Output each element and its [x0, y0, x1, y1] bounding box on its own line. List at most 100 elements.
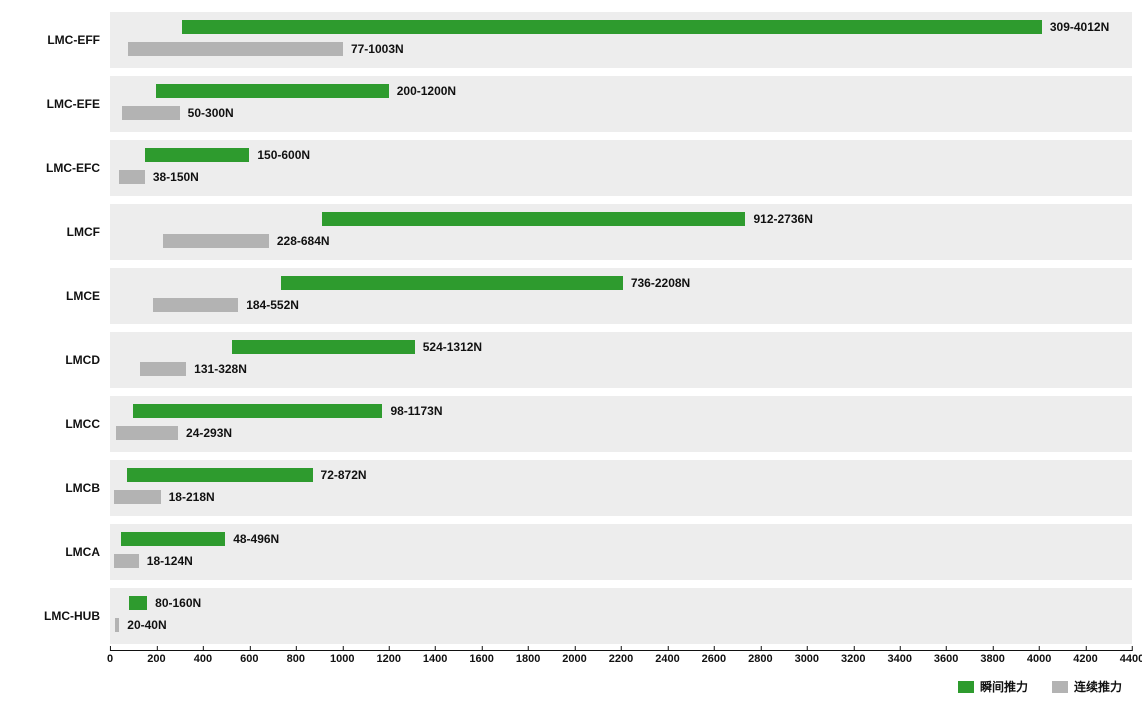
plot-area: 912-2736N 228-684N	[110, 202, 1132, 262]
plot-area: 736-2208N 184-552N	[110, 266, 1132, 326]
x-tick: 2200	[609, 651, 633, 665]
category-label: LMC-EFC	[10, 138, 110, 198]
x-tick: 4200	[1073, 651, 1097, 665]
plot-area: 80-160N 20-40N	[110, 586, 1132, 646]
category-label: LMC-HUB	[10, 586, 110, 646]
chart-row: LMC-EFC150-600N38-150N	[10, 138, 1132, 198]
peak-bar-label: 736-2208N	[631, 276, 690, 290]
x-tick: 1400	[423, 651, 447, 665]
peak-bar: 98-1173N	[133, 404, 383, 418]
x-tick: 400	[194, 651, 212, 665]
category-label: LMCF	[10, 202, 110, 262]
chart-row: LMCF 912-2736N 228-684N	[10, 202, 1132, 262]
cont-bar-label: 20-40N	[127, 618, 166, 632]
x-tick-label: 3000	[795, 653, 819, 665]
peak-bar-label: 80-160N	[155, 596, 201, 610]
cont-bar-label: 50-300N	[188, 106, 234, 120]
cont-bar: 38-150N	[119, 170, 145, 184]
cont-bar-label: 184-552N	[246, 298, 299, 312]
chart-row: LMC-EFE 200-1200N 50-300N	[10, 74, 1132, 134]
plot-area: 524-1312N131-328N	[110, 330, 1132, 390]
peak-bar: 150-600N	[145, 148, 250, 162]
x-tick-label: 400	[194, 653, 212, 665]
thrust-range-chart: LMC-EFF309-4012N77-1003NLMC-EFE200-1200N…	[10, 10, 1132, 695]
x-tick: 1800	[516, 651, 540, 665]
x-tick-label: 600	[240, 653, 258, 665]
x-tick-label: 2800	[748, 653, 772, 665]
plot-area: 309-4012N 77-1003N	[110, 10, 1132, 70]
plot-area: 98-1173N 24-293N	[110, 394, 1132, 454]
peak-bar: 309-4012N	[182, 20, 1042, 34]
plot-area: 150-600N38-150N	[110, 138, 1132, 198]
x-tick-label: 1400	[423, 653, 447, 665]
cont-bar-label: 131-328N	[194, 362, 247, 376]
plot-area: 48-496N 18-124N	[110, 522, 1132, 582]
x-tick: 3400	[887, 651, 911, 665]
category-label: LMC-EFF	[10, 10, 110, 70]
x-tick-label: 2200	[609, 653, 633, 665]
plot-area: 200-1200N 50-300N	[110, 74, 1132, 134]
x-tick-label: 3400	[887, 653, 911, 665]
x-tick-label: 3200	[841, 653, 865, 665]
cont-bar: 18-124N	[114, 554, 139, 568]
x-tick-label: 3600	[934, 653, 958, 665]
x-tick-label: 1800	[516, 653, 540, 665]
cont-bar: 20-40N	[115, 618, 120, 632]
peak-bar: 736-2208N	[281, 276, 623, 290]
category-label: LMCC	[10, 394, 110, 454]
chart-row: LMCD524-1312N131-328N	[10, 330, 1132, 390]
x-tick-label: 1600	[469, 653, 493, 665]
x-tick: 3200	[841, 651, 865, 665]
chart-row: LMCE 736-2208N 184-552N	[10, 266, 1132, 326]
chart-row: LMC-HUB 80-160N 20-40N	[10, 586, 1132, 646]
category-label: LMCE	[10, 266, 110, 326]
x-tick-label: 3800	[980, 653, 1004, 665]
cont-bar-label: 38-150N	[153, 170, 199, 184]
x-tick: 600	[240, 651, 258, 665]
cont-bar-label: 228-684N	[277, 234, 330, 248]
peak-bar-label: 200-1200N	[397, 84, 456, 98]
cont-bar: 228-684N	[163, 234, 269, 248]
peak-bar: 72-872N	[127, 468, 313, 482]
x-tick: 800	[287, 651, 305, 665]
x-tick-label: 2600	[702, 653, 726, 665]
peak-bar: 912-2736N	[322, 212, 746, 226]
x-tick-label: 800	[287, 653, 305, 665]
x-tick-label: 4000	[1027, 653, 1051, 665]
peak-bar-label: 150-600N	[257, 148, 310, 162]
peak-bar: 80-160N	[129, 596, 148, 610]
cont-bar-label: 18-218N	[169, 490, 215, 504]
x-tick: 3800	[980, 651, 1004, 665]
chart-row: LMCB 72-872N 18-218N	[10, 458, 1132, 518]
category-label: LMC-EFE	[10, 74, 110, 134]
cont-bar-label: 77-1003N	[351, 42, 404, 56]
x-tick: 4000	[1027, 651, 1051, 665]
chart-row: LMCC 98-1173N 24-293N	[10, 394, 1132, 454]
peak-bar-label: 98-1173N	[390, 404, 442, 418]
x-tick: 2600	[702, 651, 726, 665]
x-tick: 2000	[562, 651, 586, 665]
legend-item-peak: 瞬间推力	[958, 678, 1028, 695]
peak-bar-label: 309-4012N	[1050, 20, 1109, 34]
category-label: LMCD	[10, 330, 110, 390]
x-tick: 200	[147, 651, 165, 665]
x-axis: 0200400600800100012001400160018002000220…	[10, 650, 1132, 672]
peak-bar-label: 72-872N	[321, 468, 367, 482]
x-tick-label: 1200	[376, 653, 400, 665]
x-tick-label: 4200	[1073, 653, 1097, 665]
category-label: LMCB	[10, 458, 110, 518]
cont-bar-label: 24-293N	[186, 426, 232, 440]
cont-bar-label: 18-124N	[147, 554, 193, 568]
peak-bar: 200-1200N	[156, 84, 388, 98]
x-tick: 1600	[469, 651, 493, 665]
peak-bar-label: 48-496N	[233, 532, 279, 546]
plot-area: 72-872N 18-218N	[110, 458, 1132, 518]
legend-item-cont: 连续推力	[1052, 678, 1122, 695]
x-tick: 1200	[376, 651, 400, 665]
x-tick: 2400	[655, 651, 679, 665]
cont-bar: 50-300N	[122, 106, 180, 120]
cont-bar: 18-218N	[114, 490, 160, 504]
x-tick-label: 200	[147, 653, 165, 665]
x-tick-label: 0	[107, 653, 113, 665]
x-tick: 2800	[748, 651, 772, 665]
